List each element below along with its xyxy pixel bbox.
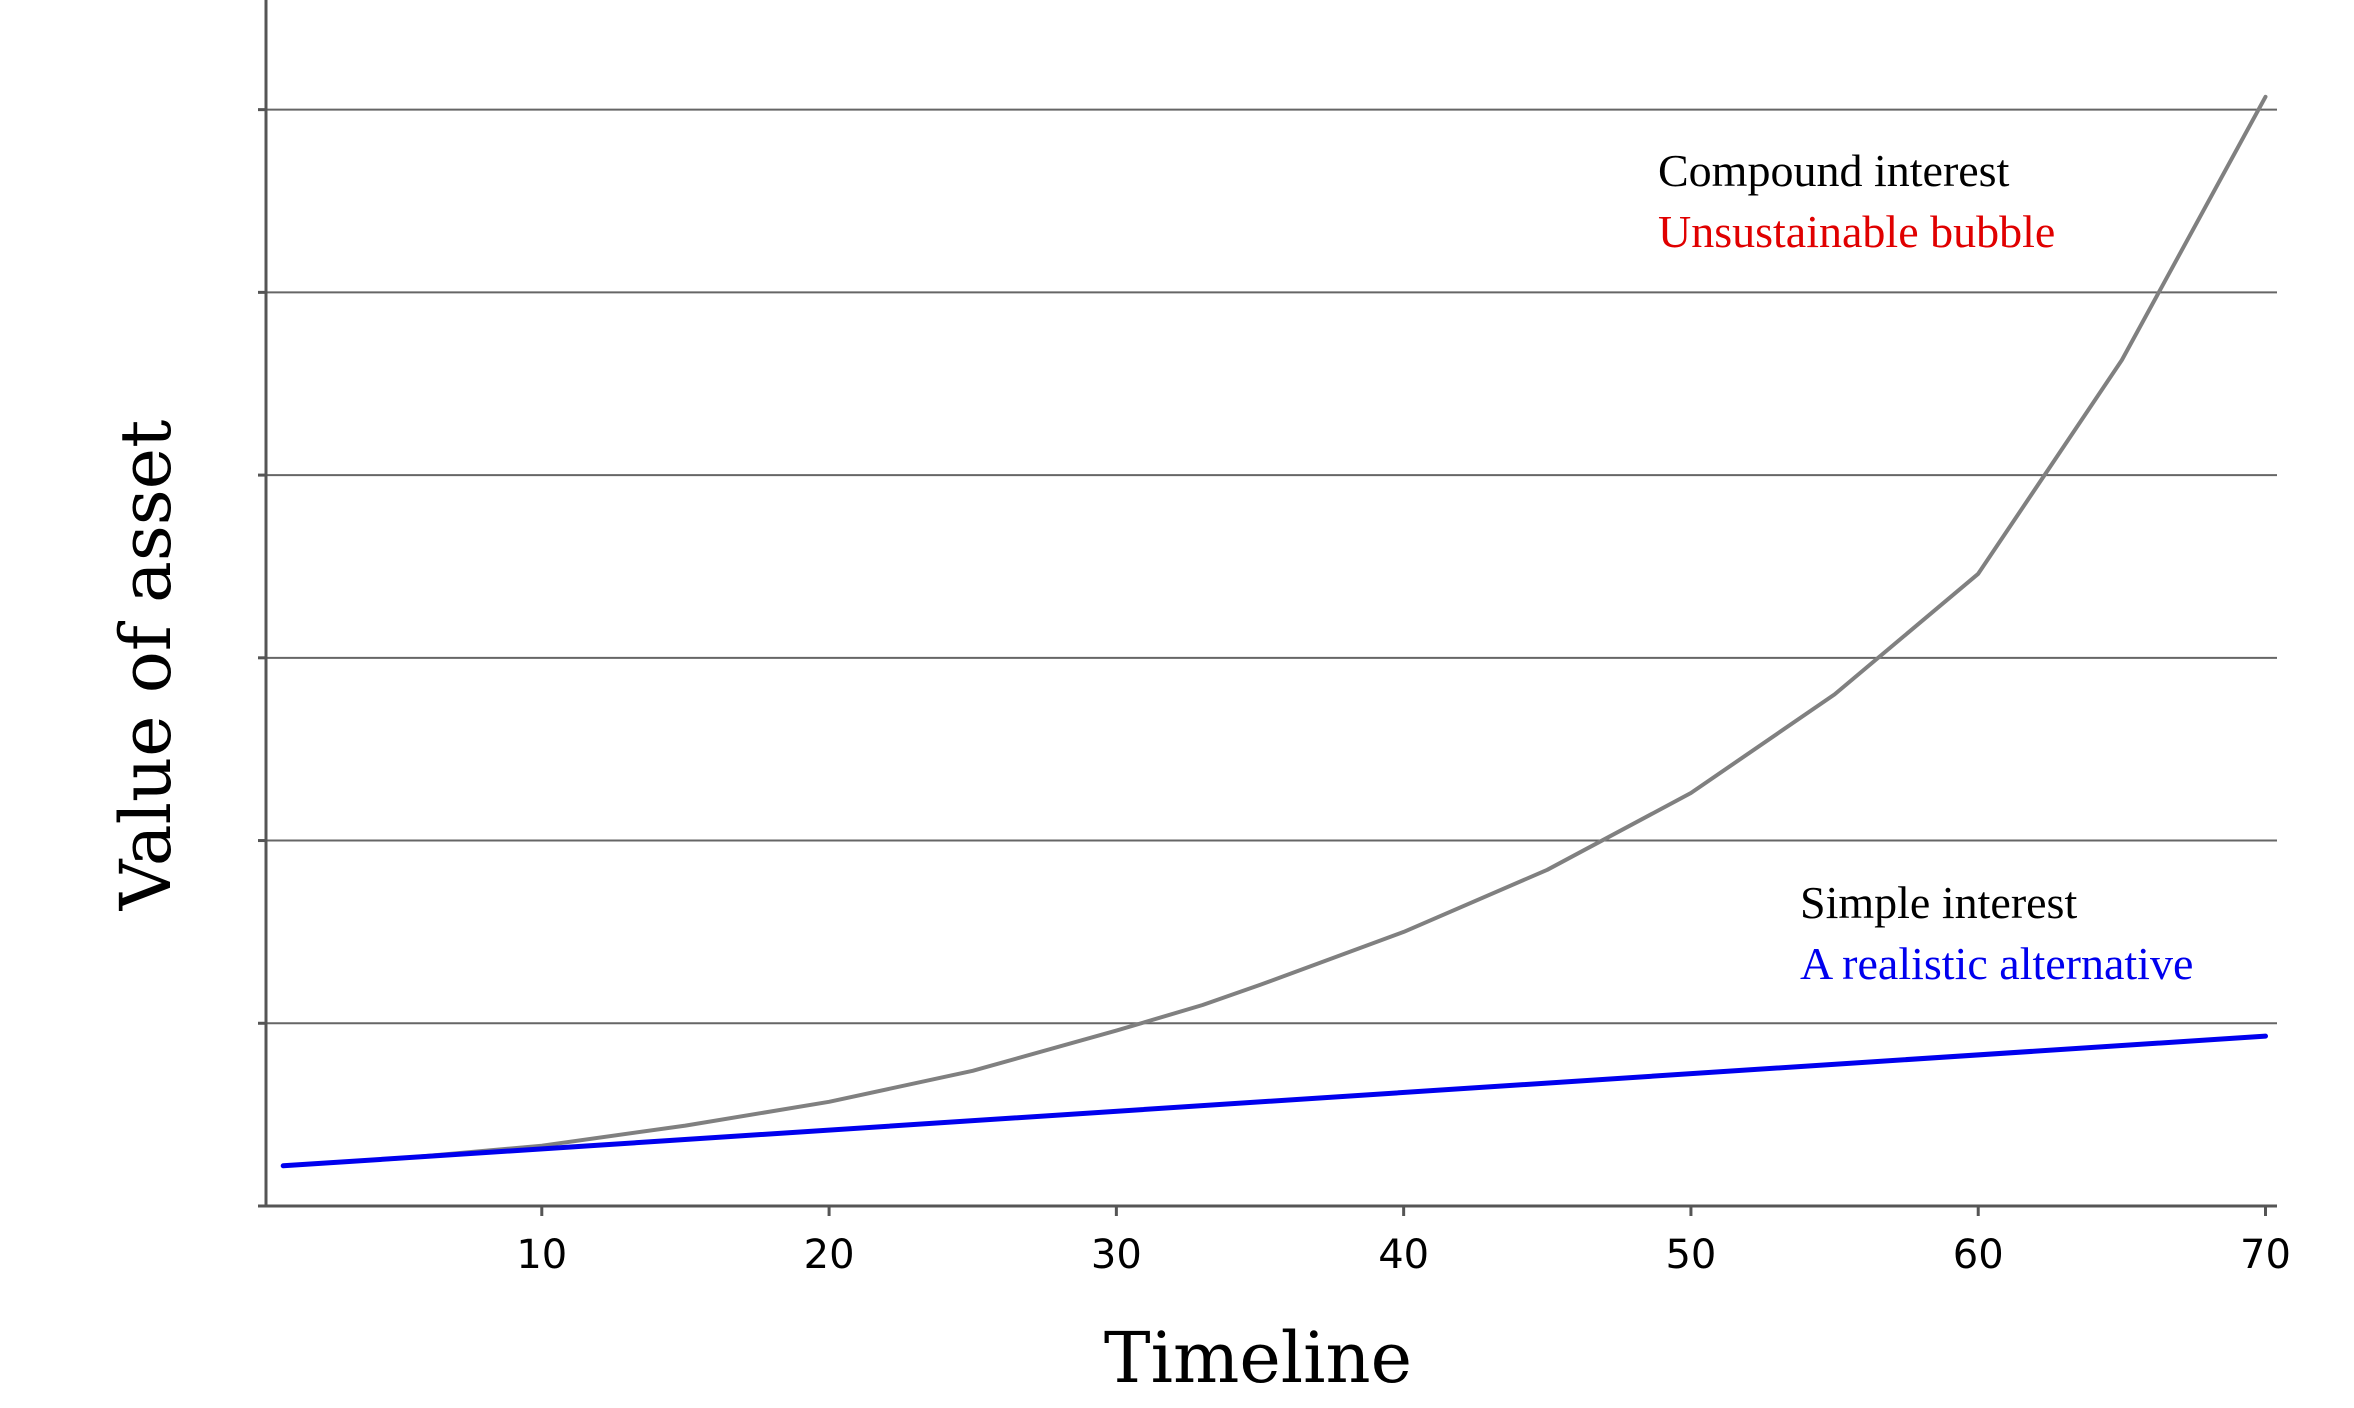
annotation-simple-subtitle: A realistic alternative [1800, 938, 2193, 989]
x-tick-label-30: 30 [1091, 1232, 1142, 1278]
annotation-compound-title: Compound interest [1658, 145, 2010, 196]
annotation-simple-title: Simple interest [1800, 877, 2077, 928]
series-line-compound [281, 94, 2268, 1168]
x-tick-label-20: 20 [804, 1232, 855, 1278]
x-tick-label-50: 50 [1665, 1232, 1716, 1278]
annotation-compound: Compound interest Unsustainable bubble [1658, 145, 2055, 257]
series-line-simple [280, 1033, 2268, 1169]
annotation-simple: Simple interest A realistic alternative [1800, 877, 2193, 989]
series-lines [280, 94, 2268, 1169]
x-tick-label-70: 70 [2240, 1232, 2291, 1278]
x-axis-title: Timeline [1104, 1317, 1412, 1399]
x-ticks: 10 20 30 40 50 60 70 [516, 1206, 2291, 1278]
gridlines [258, 108, 2277, 1025]
axes [258, 0, 2277, 1208]
x-tick-label-60: 60 [1953, 1232, 2004, 1278]
y-axis-title: Value of asset [105, 420, 187, 911]
annotation-compound-subtitle: Unsustainable bubble [1658, 206, 2055, 257]
x-tick-label-10: 10 [516, 1232, 567, 1278]
x-tick-label-40: 40 [1378, 1232, 1429, 1278]
